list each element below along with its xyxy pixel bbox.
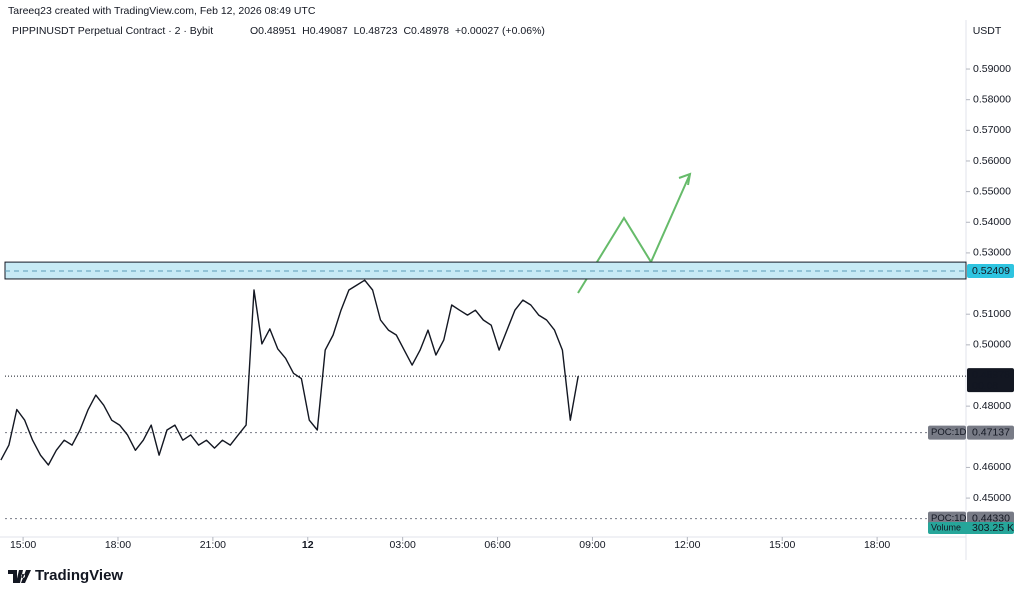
y-tick-label: 0.53000: [973, 247, 1011, 259]
poc-price: 0.47137: [972, 426, 1010, 438]
ohlc-value: H0.49087: [302, 25, 348, 37]
y-tick-label: 0.57000: [973, 124, 1011, 136]
zone-tag: [967, 264, 1014, 279]
y-tick-label: 0.48000: [973, 400, 1011, 412]
x-tick-label: 03:00: [390, 539, 416, 551]
poc-tag: [928, 425, 966, 440]
y-tick-label: 0.54000: [973, 216, 1011, 228]
zone-label: 0.52409: [972, 265, 1010, 277]
volume-name: Volume: [931, 522, 961, 532]
x-tick-label: 09:00: [579, 539, 605, 551]
y-tick-label: 0.59000: [973, 63, 1011, 75]
y-tick-label: 0.50000: [973, 339, 1011, 351]
ohlc-value: O0.48951: [250, 25, 296, 37]
y-tick-label: 0.45000: [973, 492, 1011, 504]
x-tick-label: 15:00: [769, 539, 795, 551]
brand: TradingView: [35, 567, 123, 584]
poc-name: POC:1D: [931, 513, 967, 524]
countdown: 00:08: [972, 380, 998, 392]
x-tick-label: 18:00: [864, 539, 890, 551]
x-tick-label: 18:00: [105, 539, 131, 551]
logo: TradingView: [8, 567, 123, 584]
price-line: [0, 279, 579, 466]
poc-price-tag: [967, 425, 1014, 440]
y-tick-label: 0.55000: [973, 185, 1011, 197]
logo-mark: [8, 570, 31, 583]
x-tick-label: 12:00: [674, 539, 700, 551]
poc-name: POC:1D: [931, 427, 967, 438]
volume-tag: [928, 522, 1014, 534]
ohlc-value: +0.00027 (+0.06%): [455, 25, 545, 37]
ohlc-value: L0.48723: [354, 25, 398, 37]
arrow-drawing: [577, 173, 691, 294]
arrow-head: [678, 172, 692, 186]
y-tick-label: 0.46000: [973, 461, 1011, 473]
y-tick-label: 0.56000: [973, 155, 1011, 167]
y-tick-label: 0.51000: [973, 308, 1011, 320]
x-tick-label: 15:00: [10, 539, 36, 551]
ohlc-value: C0.48978: [403, 25, 449, 37]
x-tick-label: 12: [302, 539, 314, 551]
last-price-label: 0.48978: [972, 369, 1010, 381]
y-tick-label: 0.58000: [973, 93, 1011, 105]
chart-title: PIPPINUSDT Perpetual Contract · 2 · Bybi…: [12, 25, 213, 37]
x-tick-label: 06:00: [484, 539, 510, 551]
credit: Tareeq23 created with TradingView.com, F…: [8, 5, 316, 17]
last-price-tag: [967, 368, 1014, 393]
axis-unit: USDT: [973, 25, 1002, 37]
poc-price: 0.44330: [972, 512, 1010, 524]
volume-label: 303.25 K: [972, 522, 1014, 534]
x-tick-label: 21:00: [200, 539, 226, 551]
